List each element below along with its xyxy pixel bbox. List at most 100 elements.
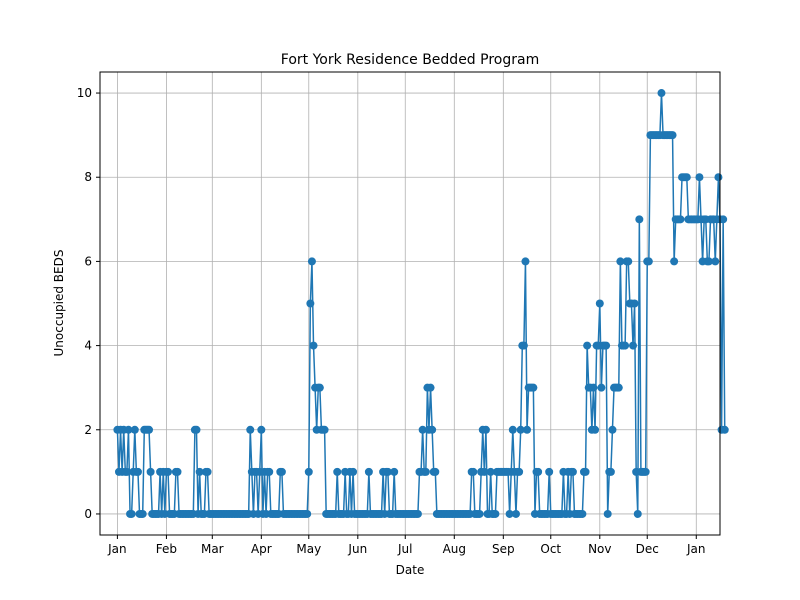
data-point: [568, 467, 577, 476]
data-point: [146, 467, 155, 476]
data-point: [591, 425, 600, 434]
data-point: [519, 341, 528, 350]
y-tick-label: 2: [84, 423, 92, 437]
x-tick-label: Mar: [201, 542, 224, 556]
data-point: [309, 341, 318, 350]
data-point: [720, 425, 729, 434]
y-axis-label: Unoccupied BEDS: [52, 250, 66, 357]
data-point: [364, 467, 373, 476]
data-point: [668, 131, 677, 140]
x-tick-label: Jan: [686, 542, 706, 556]
data-point: [383, 467, 392, 476]
data-point: [711, 257, 720, 266]
data-point: [306, 299, 315, 308]
data-point: [124, 425, 133, 434]
x-tick-label: Oct: [540, 542, 561, 556]
data-point: [349, 467, 358, 476]
data-point: [529, 383, 538, 392]
data-point: [333, 467, 342, 476]
data-point: [421, 467, 430, 476]
data-point: [682, 173, 691, 182]
data-point: [523, 425, 532, 434]
data-point: [138, 509, 147, 518]
data-point: [431, 467, 440, 476]
data-point: [521, 257, 530, 266]
data-point: [246, 425, 255, 434]
data-point: [426, 383, 435, 392]
data-point: [192, 425, 201, 434]
data-point: [589, 383, 598, 392]
data-point: [603, 509, 612, 518]
data-point: [616, 257, 625, 266]
data-point: [581, 467, 590, 476]
data-point: [307, 257, 316, 266]
data-point: [413, 509, 422, 518]
data-point: [621, 341, 630, 350]
y-axis-ticks: 0 2 4 6 8 10: [77, 86, 100, 521]
data-point: [390, 467, 399, 476]
y-tick-label: 6: [84, 254, 92, 268]
data-point: [630, 299, 639, 308]
data-point: [195, 467, 204, 476]
chart-title: Fort York Residence Bedded Program: [281, 52, 539, 68]
x-tick-label: Nov: [588, 542, 611, 556]
x-tick-label: Jun: [347, 542, 367, 556]
data-point: [657, 89, 666, 98]
data-point: [583, 341, 592, 350]
data-point: [173, 467, 182, 476]
data-point: [475, 509, 484, 518]
data-point: [641, 467, 650, 476]
data-point: [597, 383, 606, 392]
data-point: [629, 341, 638, 350]
x-axis-ticks: Jan Feb Mar Apr May Jun Jul Aug Sep Oct Nov Dec Jan: [107, 535, 706, 556]
data-point: [505, 509, 514, 518]
data-point: [704, 257, 713, 266]
data-point: [676, 215, 685, 224]
data-point: [635, 215, 644, 224]
y-tick-label: 0: [84, 507, 92, 521]
x-tick-label: Jul: [397, 542, 412, 556]
x-tick-label: May: [296, 542, 321, 556]
x-tick-label: Apr: [251, 542, 272, 556]
x-tick-label: Feb: [156, 542, 177, 556]
data-point: [670, 257, 679, 266]
data-point: [257, 425, 266, 434]
data-point: [320, 425, 329, 434]
data-point: [303, 509, 312, 518]
x-tick-label: Aug: [443, 542, 466, 556]
data-point: [203, 467, 212, 476]
data-point: [545, 467, 554, 476]
data-point: [428, 425, 437, 434]
data-point: [491, 509, 500, 518]
y-tick-label: 10: [77, 86, 92, 100]
data-point: [516, 425, 525, 434]
data-point: [508, 425, 517, 434]
data-point: [133, 467, 142, 476]
data-point: [608, 425, 617, 434]
data-point: [481, 425, 490, 434]
data-point: [277, 467, 286, 476]
series-line-group: [113, 89, 729, 518]
data-point: [164, 467, 173, 476]
data-point: [624, 257, 633, 266]
data-point: [265, 467, 274, 476]
y-tick-label: 8: [84, 170, 92, 184]
plot-frame: [99, 71, 721, 536]
data-point: [480, 467, 489, 476]
data-point: [695, 173, 704, 182]
x-tick-label: Sep: [492, 542, 515, 556]
y-tick-label: 4: [84, 339, 92, 353]
data-point: [633, 509, 642, 518]
data-point: [614, 383, 623, 392]
data-point: [130, 425, 139, 434]
data-point: [644, 257, 653, 266]
data-point: [145, 425, 154, 434]
data-point: [511, 509, 520, 518]
data-point: [486, 467, 495, 476]
data-point: [515, 467, 524, 476]
data-point: [595, 299, 604, 308]
data-point: [469, 467, 478, 476]
data-point: [304, 467, 313, 476]
x-tick-label: Jan: [107, 542, 127, 556]
